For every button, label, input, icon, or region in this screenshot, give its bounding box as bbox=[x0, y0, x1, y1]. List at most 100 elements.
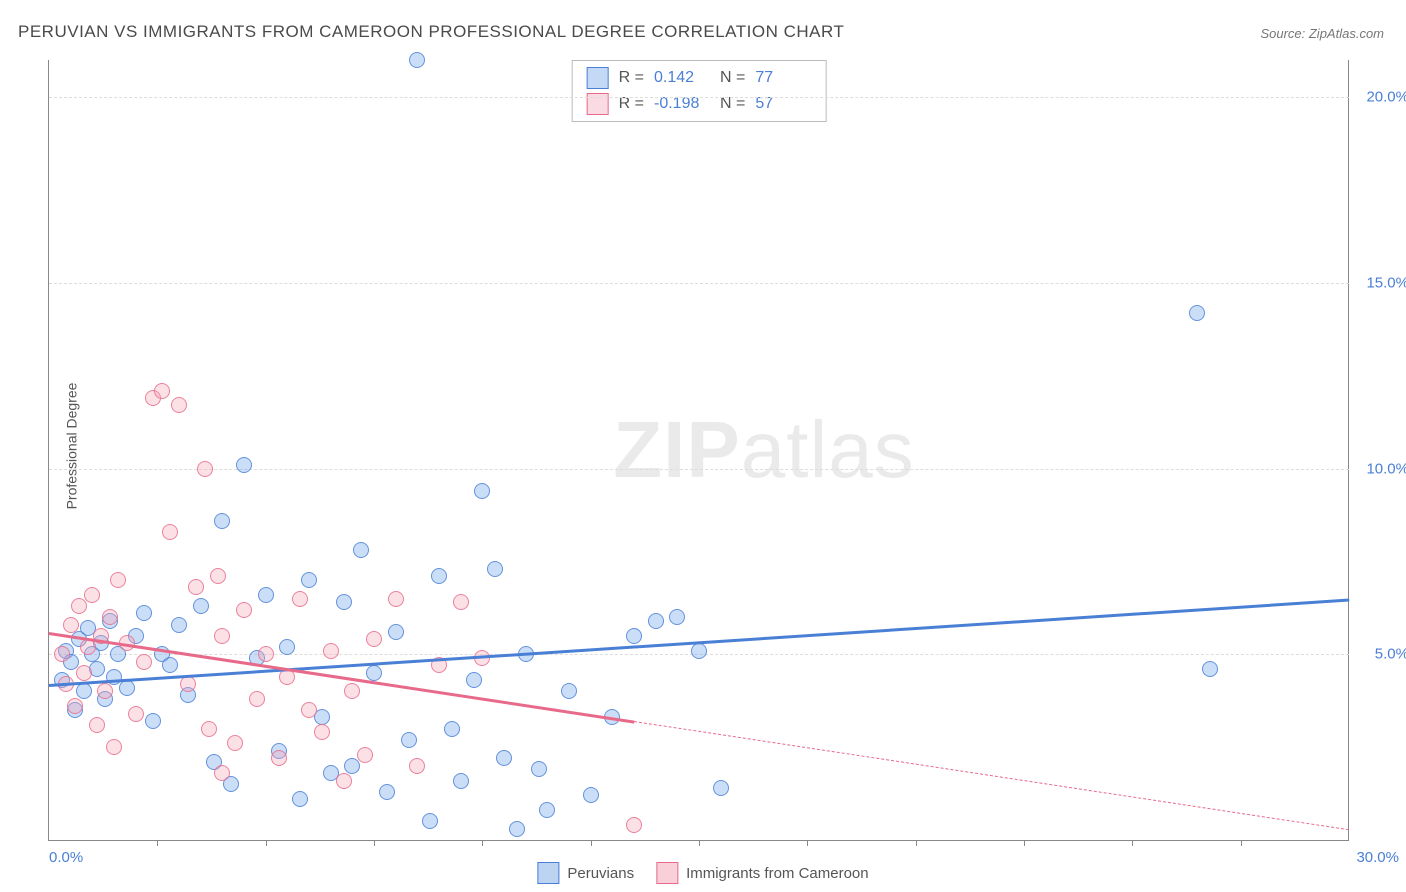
scatter-point bbox=[162, 657, 178, 673]
watermark: ZIPatlas bbox=[613, 404, 914, 496]
legend-n-value-0: 77 bbox=[755, 65, 811, 91]
scatter-point bbox=[626, 817, 642, 833]
scatter-point bbox=[474, 483, 490, 499]
scatter-point bbox=[509, 821, 525, 837]
x-tick bbox=[374, 840, 375, 846]
correlation-legend: R = 0.142 N = 77 R = -0.198 N = 57 bbox=[572, 60, 827, 122]
scatter-point bbox=[271, 750, 287, 766]
legend-n-label: N = bbox=[720, 65, 745, 91]
scatter-point bbox=[214, 628, 230, 644]
scatter-point bbox=[63, 617, 79, 633]
scatter-point bbox=[292, 791, 308, 807]
scatter-point bbox=[279, 639, 295, 655]
scatter-point bbox=[1202, 661, 1218, 677]
scatter-point bbox=[292, 591, 308, 607]
scatter-point bbox=[561, 683, 577, 699]
scatter-point bbox=[487, 561, 503, 577]
y-tick-label: 20.0% bbox=[1366, 89, 1406, 106]
bottom-swatch-blue bbox=[537, 862, 559, 884]
scatter-point bbox=[97, 683, 113, 699]
scatter-point bbox=[453, 773, 469, 789]
scatter-point bbox=[106, 739, 122, 755]
legend-row-cameroon: R = -0.198 N = 57 bbox=[587, 91, 812, 117]
bottom-swatch-pink bbox=[656, 862, 678, 884]
scatter-point bbox=[409, 758, 425, 774]
scatter-point bbox=[136, 654, 152, 670]
legend-r-label: R = bbox=[619, 91, 644, 117]
legend-r-value-1: -0.198 bbox=[654, 91, 710, 117]
y-tick-label: 10.0% bbox=[1366, 460, 1406, 477]
legend-n-value-1: 57 bbox=[755, 91, 811, 117]
x-tick bbox=[1132, 840, 1133, 846]
scatter-point bbox=[691, 643, 707, 659]
legend-r-label: R = bbox=[619, 65, 644, 91]
scatter-point bbox=[388, 591, 404, 607]
chart-title: PERUVIAN VS IMMIGRANTS FROM CAMEROON PRO… bbox=[18, 22, 844, 42]
scatter-point bbox=[227, 735, 243, 751]
scatter-point bbox=[84, 587, 100, 603]
scatter-point bbox=[236, 602, 252, 618]
scatter-point bbox=[713, 780, 729, 796]
scatter-point bbox=[496, 750, 512, 766]
watermark-zip: ZIP bbox=[613, 405, 740, 494]
scatter-point bbox=[236, 457, 252, 473]
x-axis-max-label: 30.0% bbox=[1356, 849, 1399, 866]
gridline-h bbox=[49, 97, 1349, 98]
scatter-point bbox=[197, 461, 213, 477]
scatter-point bbox=[466, 672, 482, 688]
y-tick-label: 5.0% bbox=[1375, 646, 1406, 663]
scatter-point bbox=[314, 724, 330, 740]
scatter-point bbox=[54, 646, 70, 662]
scatter-point bbox=[258, 587, 274, 603]
chart-plot-area: ZIPatlas 0.0% 30.0% R = 0.142 N = 77 R =… bbox=[48, 60, 1349, 841]
legend-swatch-blue bbox=[587, 67, 609, 89]
scatter-point bbox=[344, 758, 360, 774]
x-tick bbox=[1024, 840, 1025, 846]
gridline-h bbox=[49, 283, 1349, 284]
scatter-point bbox=[67, 698, 83, 714]
scatter-point bbox=[444, 721, 460, 737]
x-tick bbox=[699, 840, 700, 846]
scatter-point bbox=[258, 646, 274, 662]
scatter-point bbox=[76, 683, 92, 699]
scatter-point bbox=[145, 713, 161, 729]
right-axis-line bbox=[1348, 60, 1349, 840]
scatter-point bbox=[249, 691, 265, 707]
scatter-point bbox=[89, 717, 105, 733]
scatter-point bbox=[409, 52, 425, 68]
scatter-point bbox=[171, 397, 187, 413]
scatter-point bbox=[388, 624, 404, 640]
scatter-point bbox=[539, 802, 555, 818]
scatter-point bbox=[301, 702, 317, 718]
scatter-point bbox=[136, 605, 152, 621]
scatter-point bbox=[401, 732, 417, 748]
scatter-point bbox=[366, 631, 382, 647]
scatter-point bbox=[301, 572, 317, 588]
x-tick bbox=[591, 840, 592, 846]
scatter-point bbox=[193, 598, 209, 614]
bottom-legend-item-1: Immigrants from Cameroon bbox=[656, 862, 869, 884]
x-axis-min-label: 0.0% bbox=[49, 849, 83, 866]
scatter-point bbox=[154, 383, 170, 399]
scatter-point bbox=[180, 676, 196, 692]
scatter-point bbox=[171, 617, 187, 633]
x-tick bbox=[266, 840, 267, 846]
scatter-point bbox=[119, 680, 135, 696]
scatter-point bbox=[344, 683, 360, 699]
scatter-point bbox=[214, 513, 230, 529]
scatter-point bbox=[431, 568, 447, 584]
scatter-point bbox=[102, 609, 118, 625]
y-tick-label: 15.0% bbox=[1366, 274, 1406, 291]
scatter-point bbox=[188, 579, 204, 595]
watermark-atlas: atlas bbox=[741, 405, 915, 494]
scatter-point bbox=[379, 784, 395, 800]
bottom-legend-label-0: Peruvians bbox=[567, 865, 634, 882]
x-tick bbox=[807, 840, 808, 846]
scatter-point bbox=[648, 613, 664, 629]
scatter-point bbox=[531, 761, 547, 777]
x-tick bbox=[1241, 840, 1242, 846]
legend-r-value-0: 0.142 bbox=[654, 65, 710, 91]
scatter-point bbox=[128, 706, 144, 722]
scatter-point bbox=[162, 524, 178, 540]
x-tick bbox=[157, 840, 158, 846]
